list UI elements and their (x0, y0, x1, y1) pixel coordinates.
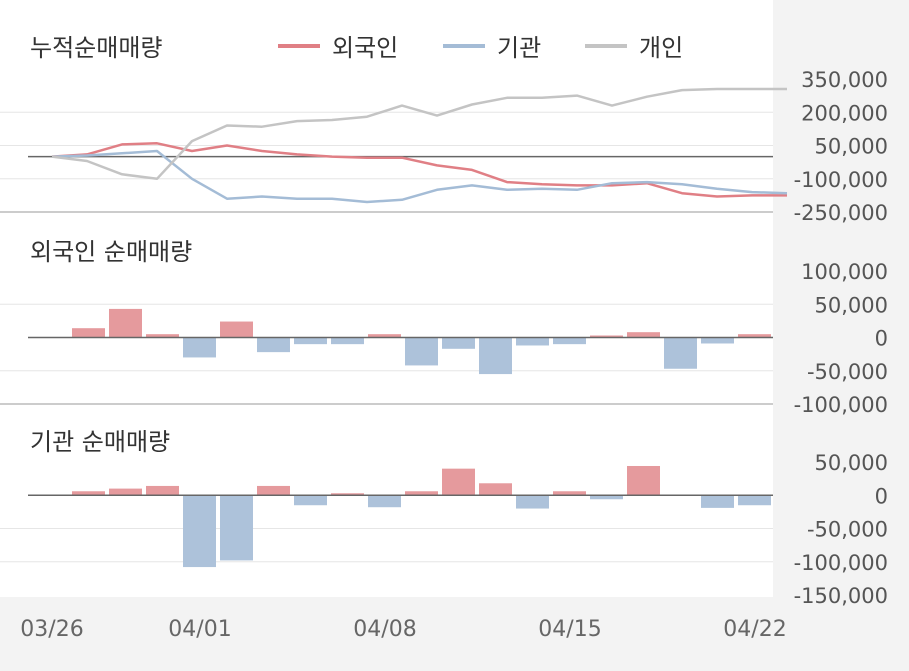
x-tick-label: 04/08 (353, 617, 416, 642)
bar-institution_daily (257, 485, 290, 496)
bar-institution_daily (479, 483, 512, 496)
bar-institution_daily (553, 491, 586, 496)
y-tick-label: -100,000 (794, 393, 888, 417)
bar-foreign_daily (627, 332, 660, 338)
y-tick-label: -50,000 (807, 360, 888, 384)
x-tick-label: 03/26 (20, 617, 83, 642)
bar-foreign_daily (442, 337, 475, 349)
y-tick-label: 50,000 (815, 293, 888, 317)
panel-title-cumulative: 누적순매매량 (30, 34, 162, 62)
y-axis-panel (773, 0, 909, 671)
bar-foreign_daily (590, 335, 623, 338)
series-line-foreign (51, 142, 787, 198)
bar-foreign_daily (109, 308, 142, 338)
bar-institution_daily (701, 495, 734, 508)
y-axis-ticks: 350,000 200,000 50,000 -100,000 -250,000 100,… (794, 68, 888, 608)
bar-institution_daily (294, 495, 327, 506)
y-tick-label: 0 (875, 327, 888, 351)
bar-institution_daily (146, 485, 179, 496)
bar-foreign_daily (738, 334, 771, 338)
y-tick-label: 100,000 (801, 260, 888, 284)
y-tick-label: -150,000 (794, 584, 888, 608)
y-tick-label: -250,000 (794, 201, 888, 225)
x-tick-label: 04/01 (168, 617, 231, 642)
bar-foreign_daily (183, 337, 216, 358)
x-axis-panel (0, 597, 909, 671)
bar-foreign_daily (72, 328, 105, 338)
legend-label-institution: 기관 (497, 34, 541, 62)
bar-institution_daily (220, 495, 253, 561)
bar-institution_daily (738, 495, 771, 506)
legend-label-foreign: 외국인 (332, 34, 398, 62)
y-tick-label: 50,000 (815, 135, 888, 159)
series-line-individual (51, 87, 787, 181)
bar-institution_daily (516, 495, 549, 509)
bars (72, 308, 771, 568)
x-tick-label: 04/15 (538, 617, 601, 642)
bar-foreign_daily (368, 334, 401, 338)
bar-institution_daily (183, 495, 216, 568)
bar-institution_daily (331, 493, 364, 496)
bar-foreign_daily (331, 337, 364, 345)
y-tick-label: -50,000 (807, 518, 888, 542)
bar-foreign_daily (479, 337, 512, 375)
bar-foreign_daily (220, 321, 253, 338)
bar-institution_daily (442, 468, 475, 496)
bar-institution_daily (590, 495, 623, 500)
bar-foreign_daily (294, 337, 327, 345)
x-axis-ticks: 03/26 04/01 04/08 04/15 04/22 (20, 617, 786, 642)
y-tick-label: 200,000 (801, 101, 888, 125)
series-line-institution (51, 149, 788, 204)
bar-institution_daily (72, 491, 105, 496)
bar-institution_daily (405, 491, 438, 496)
x-tick-label: 04/22 (723, 617, 786, 642)
y-tick-label: 0 (875, 484, 888, 508)
panel-title-foreign: 외국인 순매매량 (30, 238, 192, 266)
series-lines (51, 87, 788, 204)
bar-institution_daily (109, 488, 142, 496)
y-tick-label: -100,000 (794, 551, 888, 575)
bar-foreign_daily (701, 337, 734, 344)
bar-institution_daily (368, 495, 401, 508)
bar-foreign_daily (664, 337, 697, 369)
bar-foreign_daily (257, 337, 290, 353)
legend-label-individual: 개인 (639, 34, 683, 62)
bar-institution_daily (627, 465, 660, 496)
panel-title-institution: 기관 순매매량 (30, 428, 170, 456)
y-tick-label: -100,000 (794, 168, 888, 192)
bar-foreign_daily (553, 337, 586, 345)
bar-foreign_daily (146, 334, 179, 338)
y-tick-label: 350,000 (801, 68, 888, 92)
bar-foreign_daily (516, 337, 549, 346)
y-tick-label: 50,000 (815, 451, 888, 475)
bar-foreign_daily (405, 337, 438, 366)
legend: 외국인 기관 개인 (278, 34, 683, 62)
gridlines (0, 111, 773, 563)
